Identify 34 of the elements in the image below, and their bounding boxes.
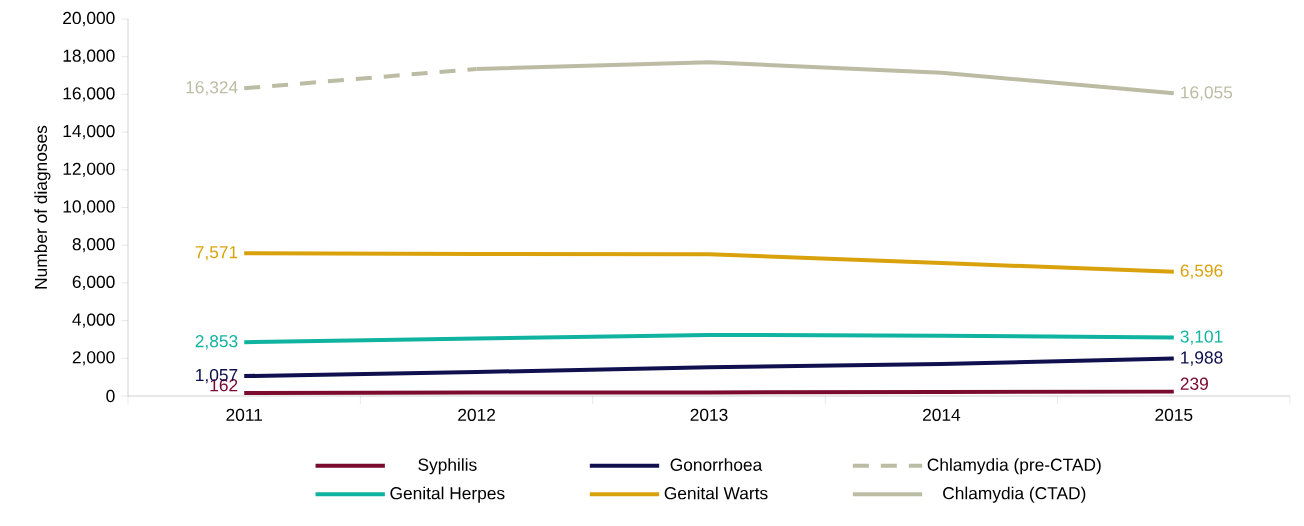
- y-tick-label: 12,000: [63, 162, 115, 177]
- x-tick-label: 2014: [923, 408, 961, 421]
- line-series: [242, 332, 1176, 345]
- legend-label: Chlamydia (CTAD): [943, 486, 1086, 503]
- y-tick-label: 16,000: [63, 87, 115, 102]
- x-tick-label: 2012: [458, 408, 495, 421]
- data-label: 6,596: [1180, 264, 1223, 279]
- x-tick-label: 2011: [226, 408, 262, 421]
- y-tick-label: 6,000: [72, 275, 115, 291]
- legend-label: Gonorrhoea: [670, 458, 763, 471]
- legend-label: Syphilis: [418, 458, 477, 475]
- data-label: 2,853: [195, 335, 238, 350]
- y-tick-label: 10,000: [63, 200, 115, 215]
- line-series: [242, 356, 1176, 379]
- x-tick-label: 2015: [1155, 408, 1193, 421]
- data-label: 7,571: [195, 246, 238, 261]
- y-axis-title: Number of diagnoses: [34, 125, 51, 289]
- data-label: 16,324: [186, 81, 238, 96]
- y-tick-label: 4,000: [72, 313, 115, 328]
- x-tick-label: 2013: [690, 408, 728, 421]
- data-label: 16,055: [1181, 86, 1233, 101]
- y-tick-label: 2,000: [72, 351, 115, 366]
- data-label: 239: [1180, 377, 1208, 390]
- y-tick-label: 8,000: [72, 238, 115, 253]
- y-tick-label: 0: [106, 389, 115, 403]
- y-tick-label: 18,000: [63, 49, 115, 64]
- data-label: 1,988: [1181, 351, 1223, 366]
- y-tick-label: 14,000: [63, 124, 115, 140]
- line-series: [242, 251, 1176, 274]
- data-label: 3,101: [1180, 330, 1223, 345]
- legend-label: Genital Warts: [664, 486, 768, 500]
- legend-label: Chlamydia (pre-CTAD): [927, 458, 1101, 475]
- y-tick-label: 20,000: [63, 11, 115, 27]
- legend-label: Genital Herpes: [390, 486, 505, 503]
